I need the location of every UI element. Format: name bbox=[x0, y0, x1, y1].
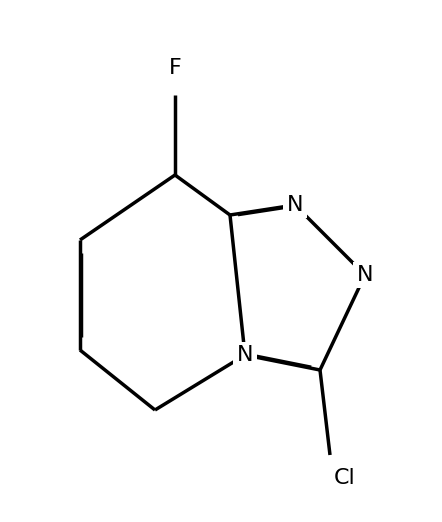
Text: N: N bbox=[357, 265, 373, 285]
Text: Cl: Cl bbox=[334, 468, 356, 488]
Text: N: N bbox=[287, 195, 303, 215]
Text: F: F bbox=[169, 58, 181, 78]
Text: N: N bbox=[237, 345, 253, 365]
